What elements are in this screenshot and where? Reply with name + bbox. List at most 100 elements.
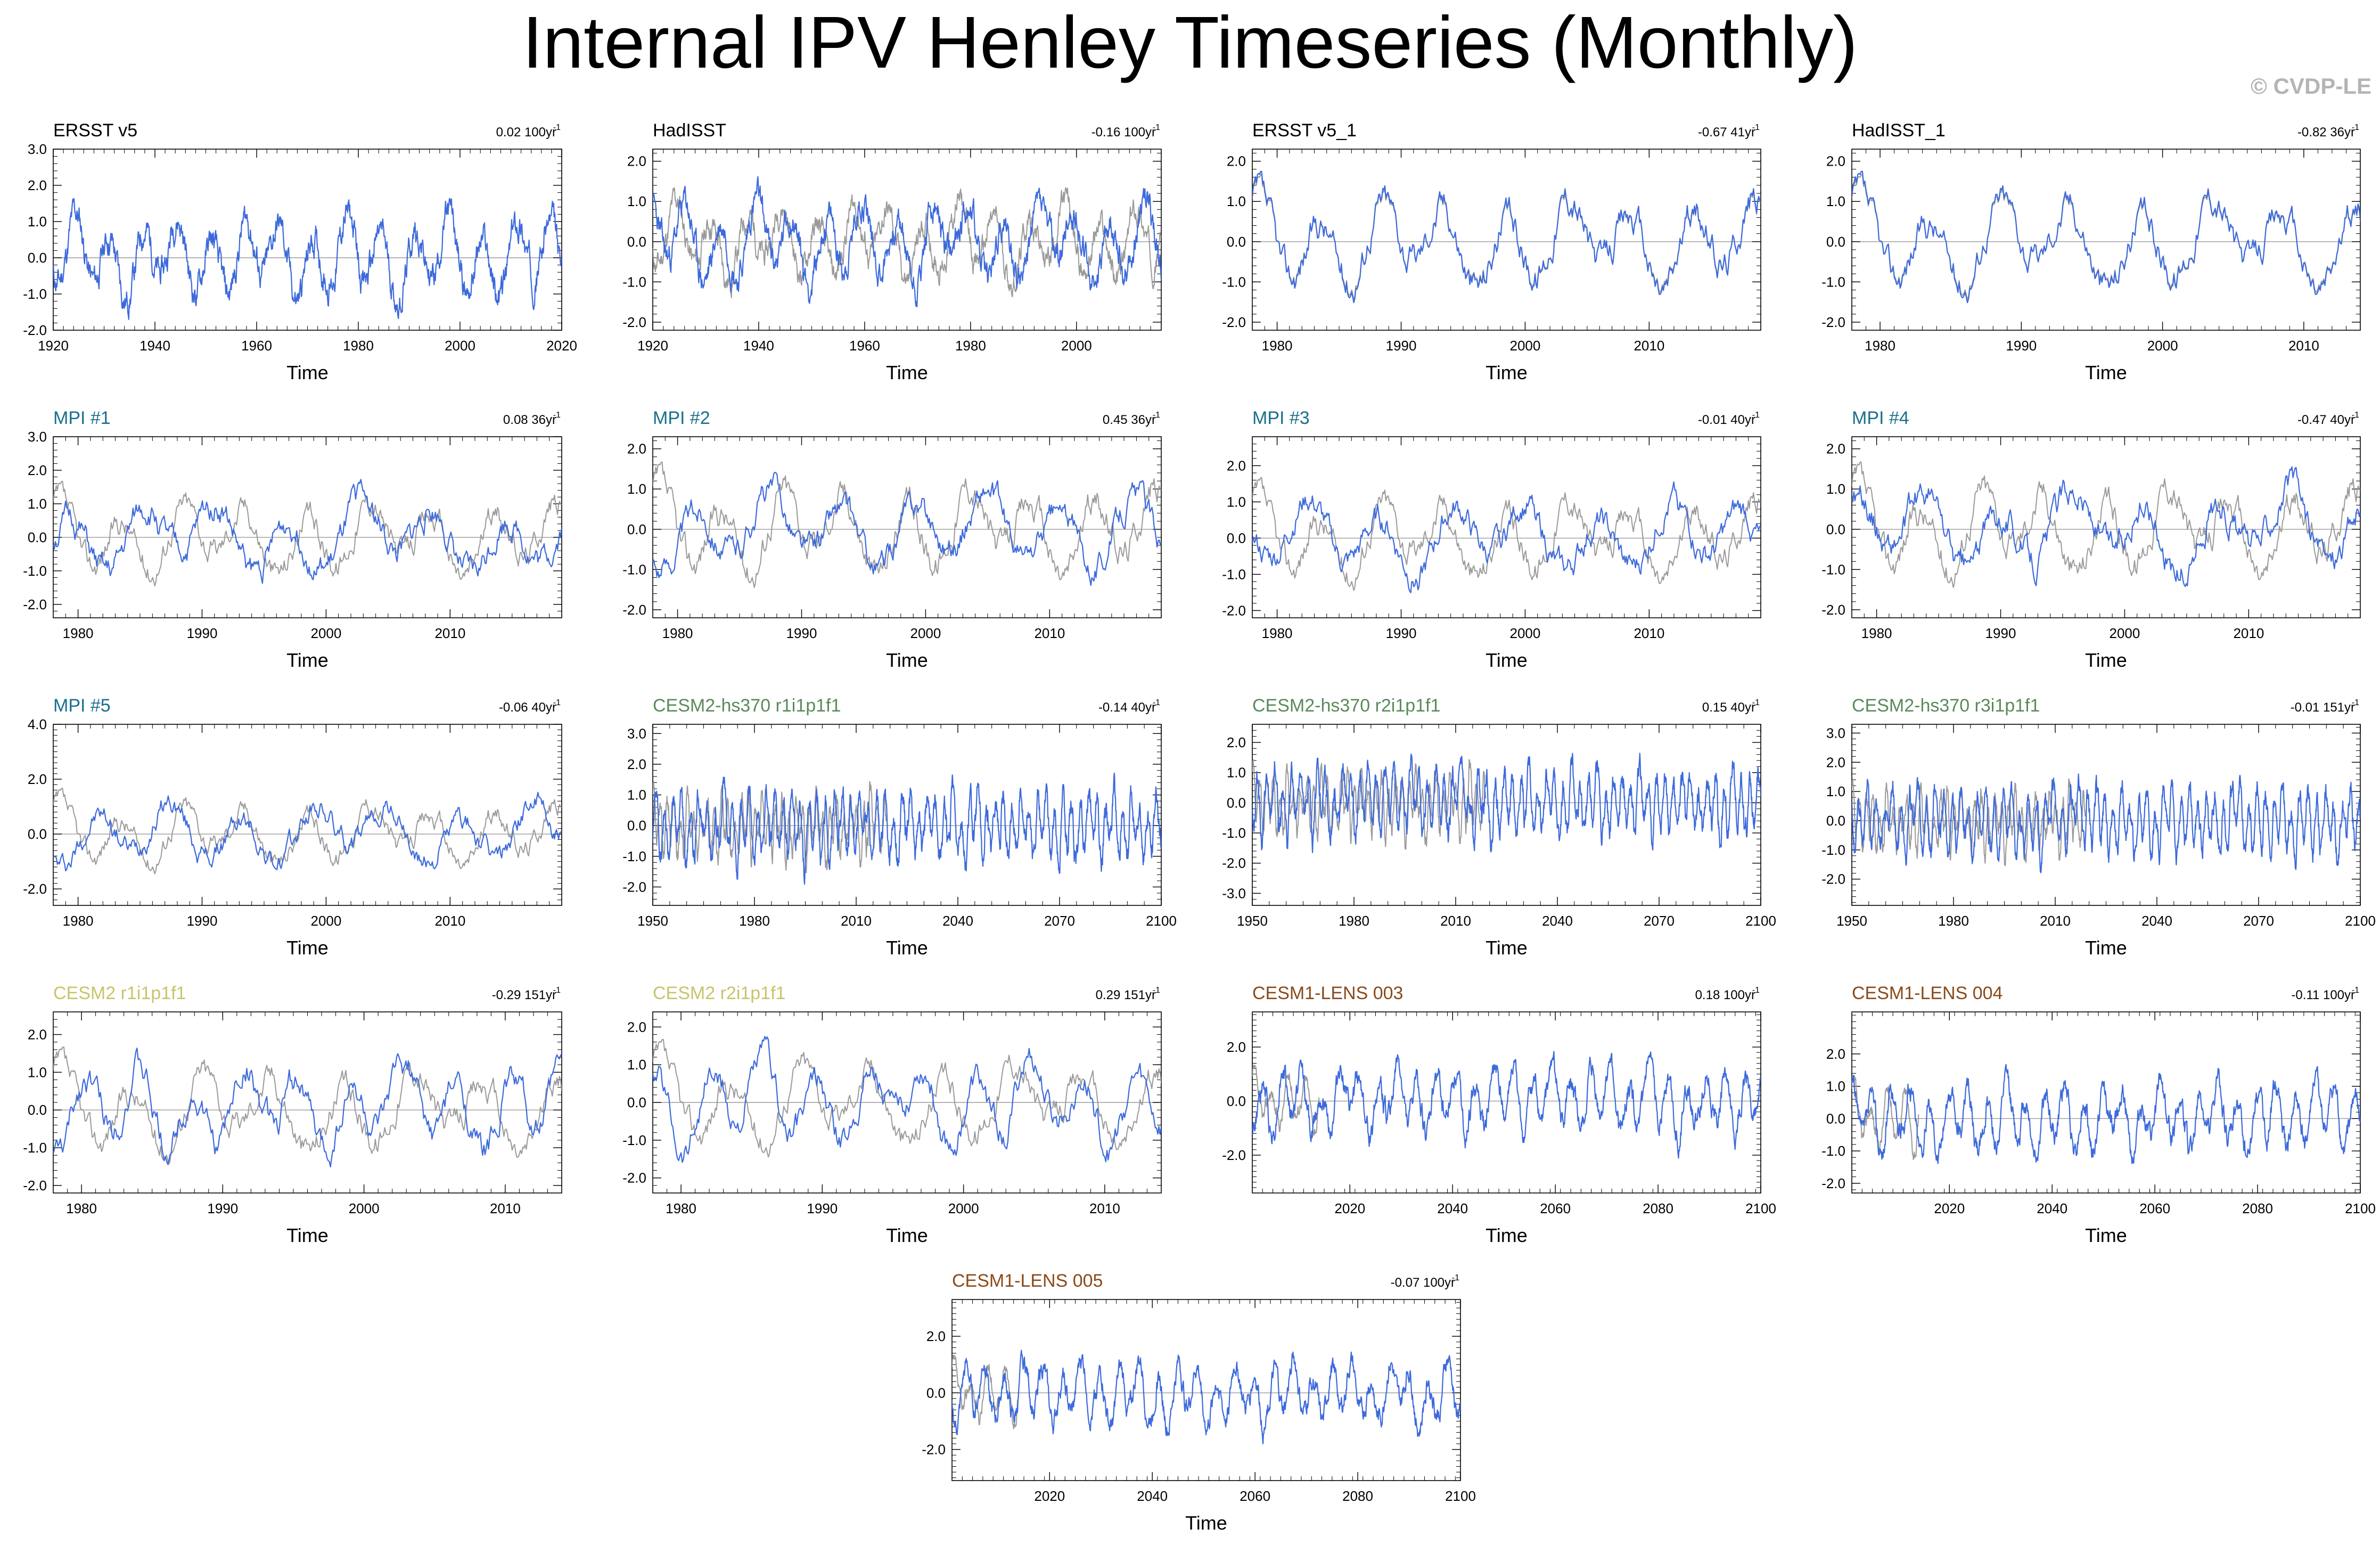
x-tick-label: 1980: [1861, 625, 1892, 641]
y-tick-label: -2.0: [23, 1178, 47, 1194]
y-tick-label: 1.0: [28, 214, 47, 230]
y-tick-label: -1.0: [23, 563, 47, 579]
obs-series-line: [53, 788, 562, 875]
y-tick-label: 0.0: [1227, 234, 1246, 250]
trend-label: 0.45 36yr: [1103, 413, 1156, 427]
x-tick-label: 2040: [1137, 1488, 1168, 1504]
obs-series-line: [1852, 461, 2360, 589]
y-tick-label: -1.0: [23, 286, 47, 302]
trend-label: 0.08 36yr: [503, 413, 556, 427]
chart-title: CESM1-LENS 005: [952, 1271, 1103, 1291]
y-tick-label: -1.0: [23, 1140, 47, 1156]
y-tick-label: -1.0: [622, 561, 646, 577]
x-axis-label: Time: [886, 1224, 928, 1246]
x-tick-label: 2000: [311, 625, 342, 641]
x-tick-label: 1980: [1262, 625, 1293, 641]
y-tick-label: 2.0: [1227, 734, 1246, 750]
x-tick-label: 1950: [1836, 913, 1867, 929]
y-tick-label: -1.0: [622, 848, 646, 864]
y-tick-label: -2.0: [1222, 1147, 1246, 1163]
y-tick-label: 2.0: [1826, 754, 1845, 770]
trend-superscript: -1: [2352, 123, 2359, 132]
trend-label: -0.16 100yr: [1091, 125, 1156, 140]
x-tick-label: 2100: [1146, 913, 1177, 929]
y-tick-label: 4.0: [28, 716, 47, 732]
x-tick-label: 1980: [1339, 913, 1369, 929]
x-axis-label: Time: [2085, 362, 2127, 383]
obs-series-line: [1252, 477, 1761, 591]
x-tick-label: 2040: [2037, 1200, 2067, 1216]
y-tick-label: 2.0: [627, 441, 646, 457]
x-axis-label: Time: [2085, 1224, 2127, 1246]
x-tick-label: 2010: [1440, 913, 1471, 929]
x-axis-label: Time: [886, 649, 928, 671]
trend-superscript: -1: [1153, 123, 1160, 132]
y-tick-label: -1.0: [1222, 566, 1246, 582]
plot-frame: [1851, 149, 2361, 331]
x-tick-label: 1980: [63, 913, 94, 929]
x-tick-label: 2000: [311, 913, 342, 929]
x-tick-label: 2010: [1634, 625, 1664, 641]
x-tick-label: 1990: [1386, 338, 1417, 354]
trend-superscript: -1: [553, 411, 561, 420]
x-tick-label: 2100: [1745, 913, 1776, 929]
x-tick-label: 2060: [2139, 1200, 2170, 1216]
x-axis-label: Time: [2085, 937, 2127, 959]
obs-series-line: [53, 480, 562, 586]
x-tick-label: 1990: [187, 625, 218, 641]
model-series-line: [653, 1035, 1161, 1163]
obs-series-line: [653, 187, 1161, 299]
y-tick-label: -1.0: [622, 274, 646, 290]
trend-superscript: -1: [1153, 411, 1160, 420]
x-axis-label: Time: [886, 937, 928, 959]
x-tick-label: 2020: [546, 338, 577, 354]
x-tick-label: 2010: [1034, 625, 1065, 641]
chart-panel: MPI #1 0.08 36yr-1 1980 1990 2000 2010 3.0 2.0 1…: [23, 408, 562, 671]
x-axis-label: Time: [1486, 937, 1528, 959]
y-tick-label: 0.0: [627, 1094, 646, 1110]
x-tick-label: 1980: [955, 338, 986, 354]
y-tick-label: -2.0: [1222, 855, 1246, 871]
y-tick-label: 0.0: [627, 818, 646, 833]
plot-frame: [652, 436, 1162, 618]
obs-series-line: [53, 1047, 562, 1165]
x-tick-label: 1990: [1985, 625, 2016, 641]
chart-panel: MPI #4 -0.47 40yr-1 1980 1990 2000 2010 2.0 1.0…: [1821, 408, 2361, 671]
x-tick-label: 2070: [1644, 913, 1675, 929]
x-tick-label: 2010: [2288, 338, 2319, 354]
y-tick-label: 2.0: [627, 756, 646, 772]
trend-superscript: -1: [2352, 986, 2359, 995]
x-tick-label: 1940: [743, 338, 774, 354]
x-tick-label: 1980: [66, 1200, 97, 1216]
x-tick-label: 2000: [2147, 338, 2178, 354]
chart-title: CESM2-hs370 r2i1p1f1: [1252, 696, 1440, 716]
trend-superscript: -1: [1452, 1273, 1459, 1282]
trend-superscript: -1: [553, 986, 561, 995]
chart-panel: MPI #3 -0.01 40yr-1 1980 1990 2000 2010 2.0 1.0…: [1222, 408, 1761, 671]
x-tick-label: 2040: [2141, 913, 2172, 929]
y-tick-label: -2.0: [23, 596, 47, 612]
y-tick-label: 0.0: [1826, 521, 1845, 537]
y-tick-label: 2.0: [28, 177, 47, 193]
x-tick-label: 1960: [849, 338, 880, 354]
y-tick-label: -2.0: [1222, 314, 1246, 330]
plot-frame: [53, 436, 562, 618]
chart-title: MPI #5: [53, 696, 111, 716]
trend-label: 0.18 100yr: [1695, 988, 1755, 1002]
model-series-line: [952, 1350, 1460, 1444]
y-tick-label: 1.0: [627, 1057, 646, 1073]
x-tick-label: 1990: [187, 913, 218, 929]
obs-series-line: [1852, 778, 2087, 867]
y-tick-label: -2.0: [1821, 602, 1845, 618]
x-tick-label: 1980: [1262, 338, 1293, 354]
x-axis-label: Time: [286, 937, 329, 959]
obs-series-line: [952, 1354, 1020, 1429]
x-tick-label: 2000: [1510, 625, 1541, 641]
y-tick-label: -1.0: [1222, 825, 1246, 841]
y-tick-label: 1.0: [1826, 783, 1845, 799]
x-tick-label: 1980: [343, 338, 374, 354]
y-tick-label: -2.0: [1821, 1175, 1845, 1191]
chart-title: MPI #2: [653, 408, 710, 428]
y-tick-label: 2.0: [1227, 153, 1246, 169]
